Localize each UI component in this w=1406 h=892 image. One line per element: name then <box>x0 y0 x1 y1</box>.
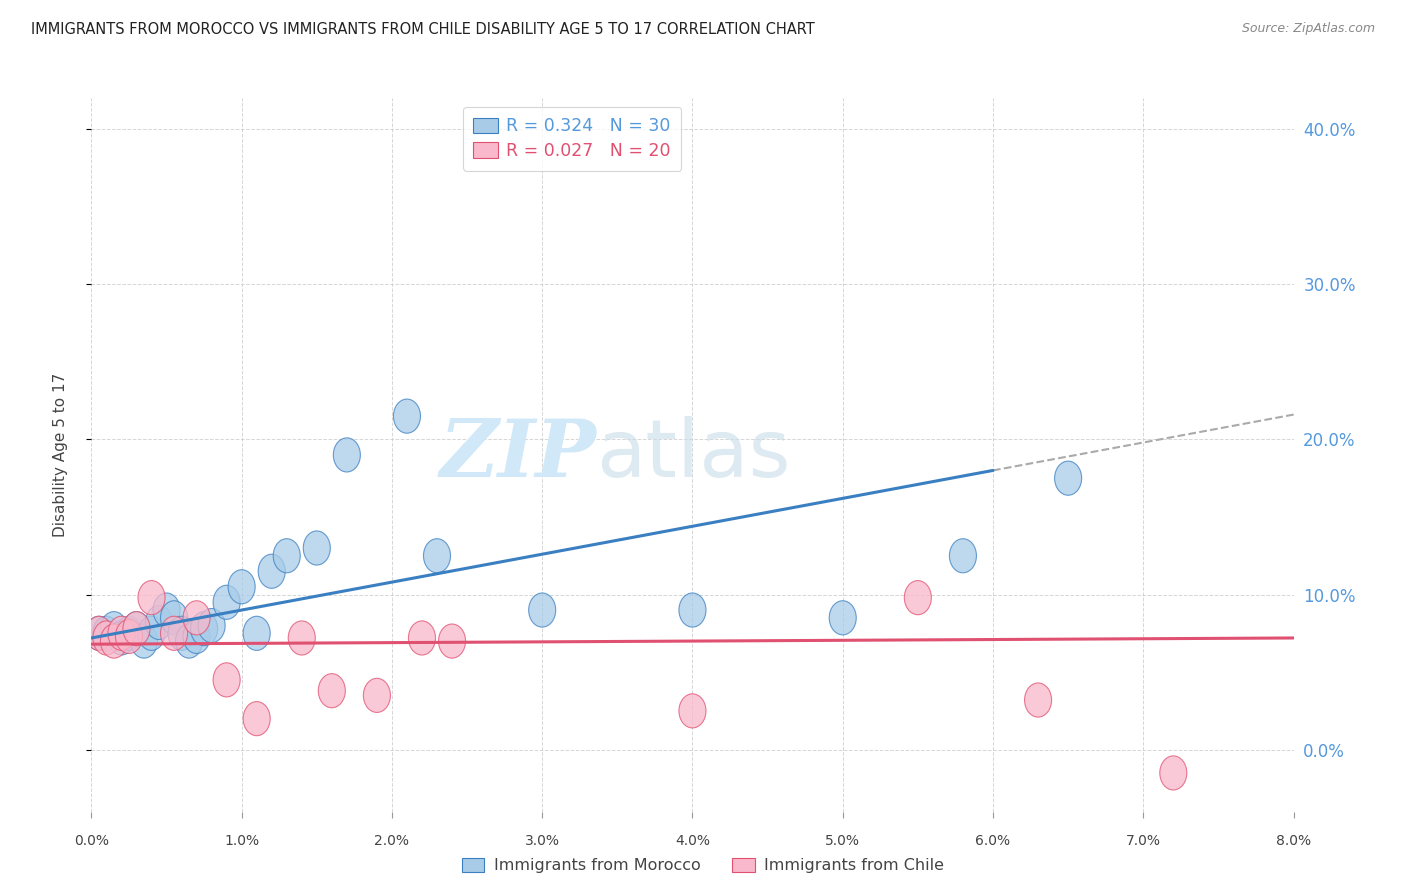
Ellipse shape <box>122 612 150 646</box>
Ellipse shape <box>198 608 225 642</box>
Ellipse shape <box>529 593 555 627</box>
Ellipse shape <box>679 593 706 627</box>
Ellipse shape <box>830 600 856 635</box>
Ellipse shape <box>1160 756 1187 790</box>
Ellipse shape <box>904 581 931 615</box>
Ellipse shape <box>214 663 240 697</box>
Ellipse shape <box>145 606 173 640</box>
Text: 5.0%: 5.0% <box>825 834 860 848</box>
Ellipse shape <box>1025 683 1052 717</box>
Ellipse shape <box>273 539 301 573</box>
Ellipse shape <box>214 585 240 619</box>
Ellipse shape <box>160 616 187 650</box>
Ellipse shape <box>93 616 120 650</box>
Ellipse shape <box>423 539 450 573</box>
Ellipse shape <box>108 616 135 650</box>
Ellipse shape <box>183 600 209 635</box>
Ellipse shape <box>153 593 180 627</box>
Ellipse shape <box>679 694 706 728</box>
Text: 7.0%: 7.0% <box>1126 834 1161 848</box>
Ellipse shape <box>138 616 165 650</box>
Ellipse shape <box>86 616 112 650</box>
Ellipse shape <box>86 616 112 650</box>
Text: 1.0%: 1.0% <box>224 834 259 848</box>
Ellipse shape <box>439 624 465 658</box>
Ellipse shape <box>122 612 150 646</box>
Text: Source: ZipAtlas.com: Source: ZipAtlas.com <box>1241 22 1375 36</box>
Ellipse shape <box>176 624 202 658</box>
Ellipse shape <box>108 621 135 655</box>
Y-axis label: Disability Age 5 to 17: Disability Age 5 to 17 <box>53 373 67 537</box>
Ellipse shape <box>394 399 420 434</box>
Ellipse shape <box>304 531 330 565</box>
Text: 3.0%: 3.0% <box>524 834 560 848</box>
Ellipse shape <box>183 619 209 654</box>
Text: 6.0%: 6.0% <box>976 834 1011 848</box>
Ellipse shape <box>409 621 436 655</box>
Ellipse shape <box>160 600 187 635</box>
Ellipse shape <box>243 702 270 736</box>
Text: ZIP: ZIP <box>440 417 596 493</box>
Text: atlas: atlas <box>596 416 790 494</box>
Ellipse shape <box>115 619 142 654</box>
Text: IMMIGRANTS FROM MOROCCO VS IMMIGRANTS FROM CHILE DISABILITY AGE 5 TO 17 CORRELAT: IMMIGRANTS FROM MOROCCO VS IMMIGRANTS FR… <box>31 22 814 37</box>
Ellipse shape <box>363 678 391 713</box>
Legend: R = 0.324   N = 30, R = 0.027   N = 20: R = 0.324 N = 30, R = 0.027 N = 20 <box>463 107 682 170</box>
Ellipse shape <box>131 624 157 658</box>
Ellipse shape <box>100 612 128 646</box>
Text: 2.0%: 2.0% <box>374 834 409 848</box>
Ellipse shape <box>115 616 142 650</box>
Ellipse shape <box>949 539 976 573</box>
Text: 4.0%: 4.0% <box>675 834 710 848</box>
Ellipse shape <box>93 621 120 655</box>
Ellipse shape <box>259 554 285 589</box>
Ellipse shape <box>288 621 315 655</box>
Ellipse shape <box>169 616 195 650</box>
Ellipse shape <box>333 438 360 472</box>
Ellipse shape <box>138 581 165 615</box>
Ellipse shape <box>228 570 254 604</box>
Text: 0.0%: 0.0% <box>75 834 108 848</box>
Ellipse shape <box>191 612 218 646</box>
Ellipse shape <box>100 624 128 658</box>
Ellipse shape <box>318 673 346 707</box>
Text: 8.0%: 8.0% <box>1277 834 1310 848</box>
Legend: Immigrants from Morocco, Immigrants from Chile: Immigrants from Morocco, Immigrants from… <box>456 851 950 880</box>
Ellipse shape <box>243 616 270 650</box>
Ellipse shape <box>1054 461 1081 495</box>
